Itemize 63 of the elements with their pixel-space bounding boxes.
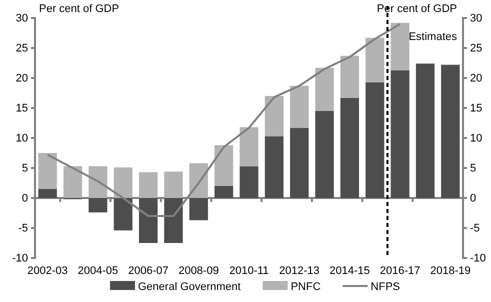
x-tick-label: 2014-15 [330, 265, 370, 277]
bar [189, 198, 208, 220]
x-tick-label: 2018-19 [430, 265, 471, 277]
bar [366, 82, 384, 198]
x-tick-label: 2006-07 [128, 265, 168, 277]
y-tick-label: 30 [16, 12, 28, 25]
y2-tick-label: 30 [470, 12, 482, 25]
x-tick-label: 2016-17 [380, 265, 420, 277]
bar [240, 166, 258, 198]
legend-label: NFPS [370, 281, 400, 293]
bar [390, 22, 410, 70]
y2-tick-label: -10 [470, 252, 486, 265]
bar [366, 38, 384, 82]
legend-label: General Government [138, 281, 241, 293]
bar [138, 198, 158, 243]
y2-tick-label: -5 [470, 222, 480, 235]
bar [214, 145, 234, 186]
bar [164, 198, 183, 243]
y2-tick-label: 20 [470, 72, 482, 85]
bar [290, 128, 309, 198]
y2-tick-label: 25 [470, 42, 482, 55]
bar [214, 186, 234, 198]
y-tick-label: 5 [22, 162, 28, 175]
bar [114, 167, 132, 198]
bar [240, 127, 258, 166]
bar [315, 111, 334, 198]
bar [390, 70, 410, 198]
x-tick-label: 2002-03 [27, 265, 68, 277]
y-tick-label: 10 [16, 132, 28, 145]
y-tick-label: 0 [22, 192, 28, 205]
bar [315, 68, 334, 111]
bar [164, 172, 183, 198]
bar [290, 86, 309, 128]
bar [88, 166, 108, 198]
legend-label: PNFC [290, 281, 321, 293]
bar [88, 198, 108, 212]
bar [114, 198, 132, 230]
bar [416, 64, 435, 198]
y-tick-label: 25 [16, 42, 28, 55]
y-axis-title: Per cent of GDP [39, 3, 120, 15]
y-tick-label: 15 [16, 102, 28, 115]
bar [264, 96, 284, 136]
y2-tick-label: 10 [470, 132, 482, 145]
x-tick-label: 2010-11 [229, 265, 269, 277]
y-tick-label: -10 [12, 252, 28, 265]
y-tick-label: -5 [18, 222, 28, 235]
ref-line-label: Estimates [408, 31, 458, 43]
bar [340, 98, 360, 198]
x-tick-label: 2012-13 [279, 265, 320, 277]
x-tick-label: 2008-09 [178, 265, 219, 277]
bar [38, 153, 57, 189]
y2-tick-label: 15 [470, 102, 482, 115]
y2-tick-label: 0 [470, 192, 476, 205]
bar [138, 172, 158, 198]
bar [264, 136, 284, 198]
bar [441, 64, 460, 198]
y2-tick-label: 5 [470, 162, 476, 175]
y-tick-label: 20 [16, 72, 28, 85]
bar [340, 56, 360, 98]
bar [38, 189, 57, 198]
x-tick-label: 2004-05 [78, 265, 118, 277]
bar [189, 163, 208, 198]
bar [63, 166, 82, 198]
